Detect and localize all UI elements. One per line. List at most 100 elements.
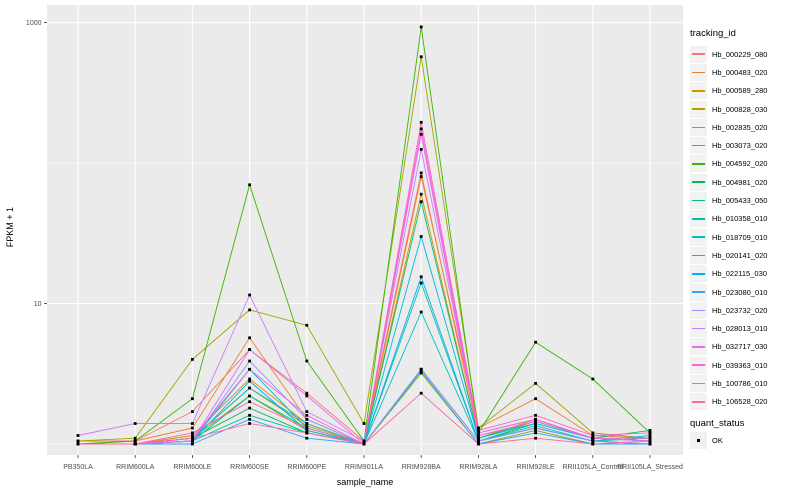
legend-item: Hb_005433_050 [690,191,800,210]
legend-item-label: Hb_020141_020 [712,250,768,260]
legend-line-swatch [692,53,705,55]
legend-item-label: Hb_000828_030 [712,104,768,114]
data-point [477,439,480,443]
legend-item-label: Hb_039363_010 [712,360,768,370]
legend-line-swatch [692,364,705,366]
data-point [419,281,423,285]
y-axis-title: FPKM + 1 [5,207,15,248]
data-point [248,183,251,187]
legend-line-swatch [692,71,705,74]
legend-item-label: Hb_022115_030 [712,269,767,279]
data-point [534,382,537,385]
data-point [591,439,595,443]
data-point [191,422,194,425]
data-point [534,413,537,417]
legend-item-label: Hb_004592_020 [712,159,768,169]
data-point [534,419,537,423]
data-point [133,442,137,446]
legend-item-label: OK [712,435,723,445]
data-point [191,442,194,446]
legend-line-swatch [692,126,705,129]
legend-item-label: Hb_002835_020 [712,122,768,132]
point-icon [697,438,700,442]
data-point [419,55,423,59]
legend-item-label: Hb_023732_020 [712,305,768,315]
data-point [305,424,309,428]
legend-line-swatch [692,272,705,275]
legend-item: Hb_100786_010 [690,374,800,392]
legend-line-swatch [692,236,705,238]
data-point [305,410,309,413]
legend-item-label: Hb_000483_020 [712,67,768,77]
data-point [248,386,251,390]
x-tick-label: RRIM928LA [459,464,497,471]
data-point [419,235,423,238]
data-point [534,426,537,430]
data-point [191,439,194,443]
data-point [648,429,652,432]
legend-item-label: Hb_028013_010 [712,324,768,334]
legend-item: Hb_106528_020 [690,393,800,411]
data-point [305,429,309,432]
legend-item: Hb_023732_020 [690,301,800,319]
data-point [591,377,595,381]
data-point [648,436,652,440]
x-tick-label: RRIM901LA [345,464,383,471]
data-point [133,439,137,443]
legend-key [690,228,707,246]
data-point [362,439,366,443]
legend-key [690,393,707,411]
legend-item: Hb_039363_010 [690,356,800,374]
data-point [305,323,309,327]
data-point [648,431,652,435]
data-point [534,417,537,421]
data-point [419,310,423,314]
legend-key [690,210,707,228]
legend-item-label: Hb_032717_030 [712,342,768,352]
legend-item-label: Hb_005433_050 [712,196,768,206]
y-tick-label: 10 [34,301,42,308]
x-tick-label: RRIM600SE [230,464,269,471]
data-point [419,127,423,131]
data-point [305,413,309,417]
data-point [248,308,251,312]
legend-key [690,283,707,301]
data-point [248,400,251,404]
data-point [248,359,251,363]
legend-item: Hb_004592_020 [690,155,800,173]
data-point [534,397,537,401]
plot-panel [47,5,683,455]
data-point [362,442,366,446]
x-axis-title: sample_name [336,477,394,487]
data-point [191,410,194,413]
data-point [305,394,309,398]
data-point [419,120,423,124]
data-point [248,377,251,381]
legend-item: Hb_003073_020 [690,136,800,155]
data-point [248,336,251,340]
legend-line-swatch [692,218,705,220]
legend-items: Hb_000229_080 Hb_000483_020 Hb_000589_280 H… [690,45,800,411]
legend-item: Hb_000589_280 [690,82,800,100]
data-point [534,424,537,428]
legend-key [690,356,707,374]
data-point [648,434,652,437]
data-point [248,367,251,371]
legend-item: Hb_002835_020 [690,118,800,136]
legend-key [690,82,707,100]
data-point [534,429,537,432]
legend-item: Hb_018709_010 [690,228,800,246]
legend-item-label: Hb_018709_010 [712,232,768,242]
legend-key [690,155,707,173]
legend-item-label: Hb_000589_280 [712,86,768,96]
x-tick-label: RRII105LA_Control [562,464,623,471]
legend-key [690,246,707,264]
legend-item: Hb_000828_030 [690,100,800,118]
legend-line-swatch [692,309,705,312]
data-point [477,442,480,446]
data-point [419,25,423,29]
x-tick-label: RRIM928LE [517,464,555,471]
data-point [248,413,251,417]
